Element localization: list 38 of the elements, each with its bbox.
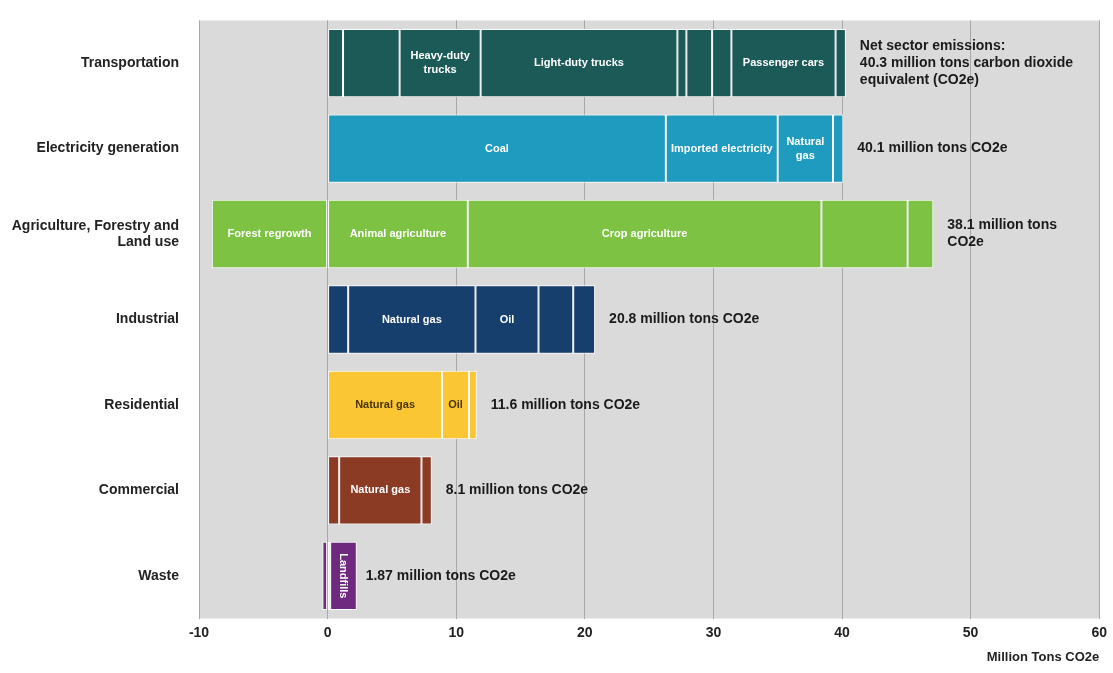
data-label: Passenger cars xyxy=(742,56,825,69)
annotation: 1.87 million tons CO2e xyxy=(365,566,517,583)
x-tick-label: 20 xyxy=(577,623,593,640)
data-label: Natural gas xyxy=(355,397,416,410)
annotation: 40.1 million tons CO2e xyxy=(857,139,1008,156)
x-axis-title: Million Tons CO2e xyxy=(986,648,1100,664)
x-tick-label: -10 xyxy=(188,623,210,640)
data-label: Natural gas xyxy=(786,134,825,161)
x-tick-label: 40 xyxy=(834,623,851,640)
x-tick-label: 10 xyxy=(448,623,465,640)
data-label: Natural gas xyxy=(381,312,442,325)
annotation: 11.6 million tons CO2e xyxy=(490,395,641,412)
annotation: 20.8 million tons CO2e xyxy=(609,310,760,327)
annotation: 38.1 million tons CO2e xyxy=(947,216,1058,250)
annotation: Net sector emissions: 40.3 million tons carbon dioxide equivalent (CO2e) xyxy=(859,36,1074,87)
data-label: Landfills xyxy=(338,553,351,599)
data-label: Oil xyxy=(499,312,515,325)
y-tick-label: Agriculture, Forestry and Land use xyxy=(11,216,180,250)
data-label: Coal xyxy=(485,141,509,154)
data-label: Heavy-duty trucks xyxy=(410,49,471,76)
y-tick-label: Electricity generation xyxy=(36,139,179,156)
data-label: Light-duty trucks xyxy=(534,56,624,69)
data-label: Imported electricity xyxy=(671,141,774,154)
y-tick-label: Waste xyxy=(138,566,180,583)
x-tick-label: 60 xyxy=(1091,623,1108,640)
x-tick-label: 30 xyxy=(705,623,722,640)
data-label: Oil xyxy=(448,397,463,410)
y-tick-label: Residential xyxy=(104,395,179,412)
data-label: Animal agriculture xyxy=(349,227,447,240)
annotation: 8.1 million tons CO2e xyxy=(445,481,589,498)
data-label: Natural gas xyxy=(350,483,411,496)
x-tick-label: 50 xyxy=(962,623,979,640)
y-tick-label: Transportation xyxy=(80,53,179,70)
data-label: Forest regrowth xyxy=(227,227,312,240)
y-tick-label: Commercial xyxy=(98,481,179,498)
y-tick-label: Industrial xyxy=(115,310,179,327)
data-label: Crop agriculture xyxy=(601,227,688,240)
x-tick-label: 0 xyxy=(323,623,332,640)
